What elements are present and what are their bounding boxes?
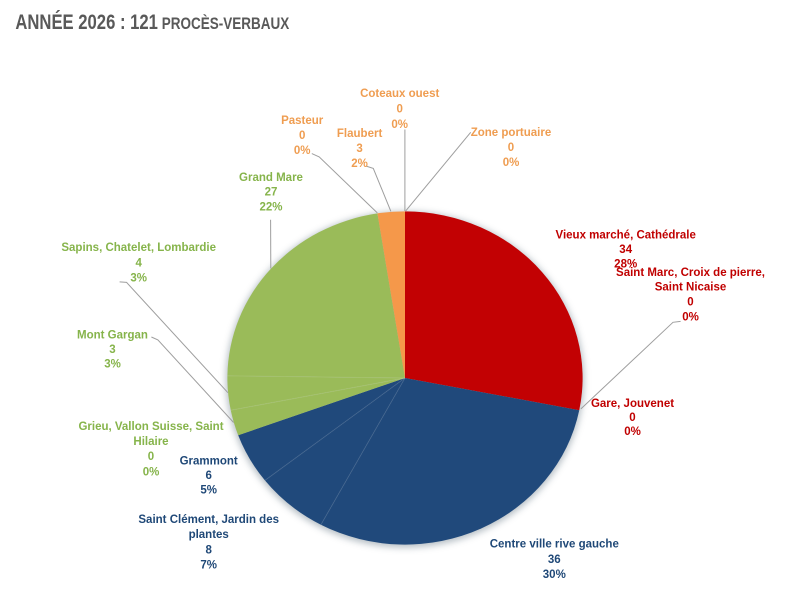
svg-text:PROCÈS-VERBAUX: PROCÈS-VERBAUX [162, 14, 290, 33]
svg-text:Saint Marc, Croix de pierre,Sa: Saint Marc, Croix de pierre, Saint Nicais… [616, 267, 765, 324]
svg-text:ANNÉE 2026 : 121: ANNÉE 2026 : 121 [15, 11, 158, 34]
